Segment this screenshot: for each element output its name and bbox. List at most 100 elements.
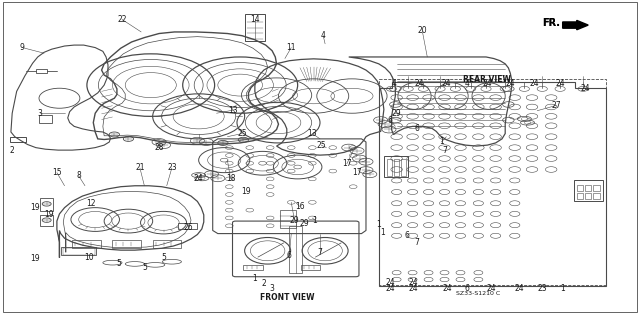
Text: 1: 1 (376, 220, 381, 229)
Text: 26: 26 (184, 223, 193, 232)
Bar (244, 14, 265, 41)
Bar (577, 192, 583, 199)
Text: 23: 23 (167, 164, 177, 172)
Text: 8: 8 (76, 171, 81, 180)
Text: 6: 6 (404, 231, 410, 240)
Bar (153, 240, 181, 248)
Bar (577, 185, 583, 191)
Text: 1: 1 (312, 216, 317, 225)
Bar (301, 264, 320, 270)
Bar (574, 181, 603, 201)
Text: 24: 24 (385, 278, 395, 287)
Text: 24: 24 (408, 284, 418, 293)
Bar (394, 159, 399, 176)
Text: 24: 24 (556, 79, 565, 88)
Text: 10: 10 (84, 253, 93, 262)
Text: 29: 29 (392, 109, 401, 118)
Text: 17: 17 (352, 167, 362, 176)
Text: FR.: FR. (542, 18, 560, 28)
Text: 29: 29 (300, 219, 309, 228)
Text: 1: 1 (253, 274, 257, 283)
Text: 24: 24 (581, 84, 591, 93)
Text: 16: 16 (295, 202, 305, 211)
Text: 24: 24 (486, 284, 496, 293)
Text: 4: 4 (392, 79, 397, 88)
Bar (280, 210, 296, 228)
Text: 14: 14 (250, 15, 260, 24)
Bar (585, 185, 591, 191)
Text: 4: 4 (321, 31, 326, 40)
Text: 22: 22 (117, 15, 127, 24)
Bar (178, 223, 197, 229)
Text: 6: 6 (287, 251, 292, 260)
Text: REAR VIEW: REAR VIEW (463, 75, 511, 84)
Text: 1: 1 (560, 284, 565, 293)
Text: 24: 24 (483, 79, 492, 88)
Bar (10, 137, 26, 142)
Bar (39, 115, 52, 122)
FancyArrow shape (563, 20, 588, 30)
Text: 24: 24 (442, 79, 451, 88)
Bar (61, 247, 97, 256)
Text: 15: 15 (52, 168, 61, 177)
Text: 24: 24 (194, 174, 204, 183)
Text: 23: 23 (538, 284, 547, 293)
Text: 24: 24 (385, 284, 395, 293)
Text: 7: 7 (317, 248, 323, 257)
Bar (113, 240, 141, 248)
Text: 24: 24 (515, 284, 524, 293)
Bar (40, 215, 53, 226)
Text: 25: 25 (316, 141, 326, 149)
Bar (593, 185, 600, 191)
Text: 11: 11 (287, 43, 296, 52)
Text: 24: 24 (415, 79, 424, 88)
Text: 29: 29 (290, 216, 300, 225)
Text: 20: 20 (417, 26, 427, 35)
Text: 2: 2 (261, 279, 266, 288)
Text: 7: 7 (415, 237, 419, 246)
Text: 4: 4 (465, 79, 469, 88)
Text: 24: 24 (408, 278, 418, 287)
Text: 3: 3 (38, 109, 43, 118)
Bar (387, 159, 392, 176)
Text: 6: 6 (415, 124, 419, 133)
Bar (40, 198, 53, 211)
Text: 5: 5 (116, 259, 121, 268)
Text: 2: 2 (10, 146, 15, 155)
Text: 5: 5 (162, 253, 166, 262)
Text: 12: 12 (86, 199, 96, 208)
Text: 13: 13 (308, 129, 317, 138)
Text: 25: 25 (237, 129, 247, 138)
Text: 18: 18 (226, 174, 236, 183)
Bar (380, 79, 606, 285)
Bar (243, 264, 262, 270)
Text: 1: 1 (380, 228, 385, 237)
Text: 3: 3 (269, 284, 274, 293)
Bar (72, 240, 101, 248)
Text: 28: 28 (154, 143, 164, 152)
Text: 19: 19 (30, 203, 40, 212)
Bar (289, 226, 302, 273)
Text: 1: 1 (439, 138, 444, 147)
Bar (401, 159, 406, 176)
Text: 6: 6 (388, 116, 393, 125)
Text: FRONT VIEW: FRONT VIEW (260, 293, 314, 301)
Bar (384, 156, 408, 177)
Text: 21: 21 (135, 164, 145, 172)
Text: 13: 13 (228, 106, 238, 115)
Text: 27: 27 (552, 101, 561, 110)
Text: 7: 7 (442, 146, 447, 154)
Text: 9: 9 (20, 43, 25, 52)
Text: 17: 17 (342, 160, 351, 168)
Text: 6: 6 (465, 284, 469, 293)
Text: 19: 19 (44, 210, 54, 219)
Text: 24: 24 (530, 79, 540, 88)
Bar (593, 192, 600, 199)
Text: 24: 24 (506, 79, 515, 88)
Bar (63, 248, 95, 255)
Bar (585, 192, 591, 199)
Text: 19: 19 (241, 187, 251, 196)
Text: 19: 19 (30, 254, 40, 263)
Text: FR.: FR. (542, 18, 560, 28)
Text: SZ33-S1210 C: SZ33-S1210 C (456, 291, 500, 296)
